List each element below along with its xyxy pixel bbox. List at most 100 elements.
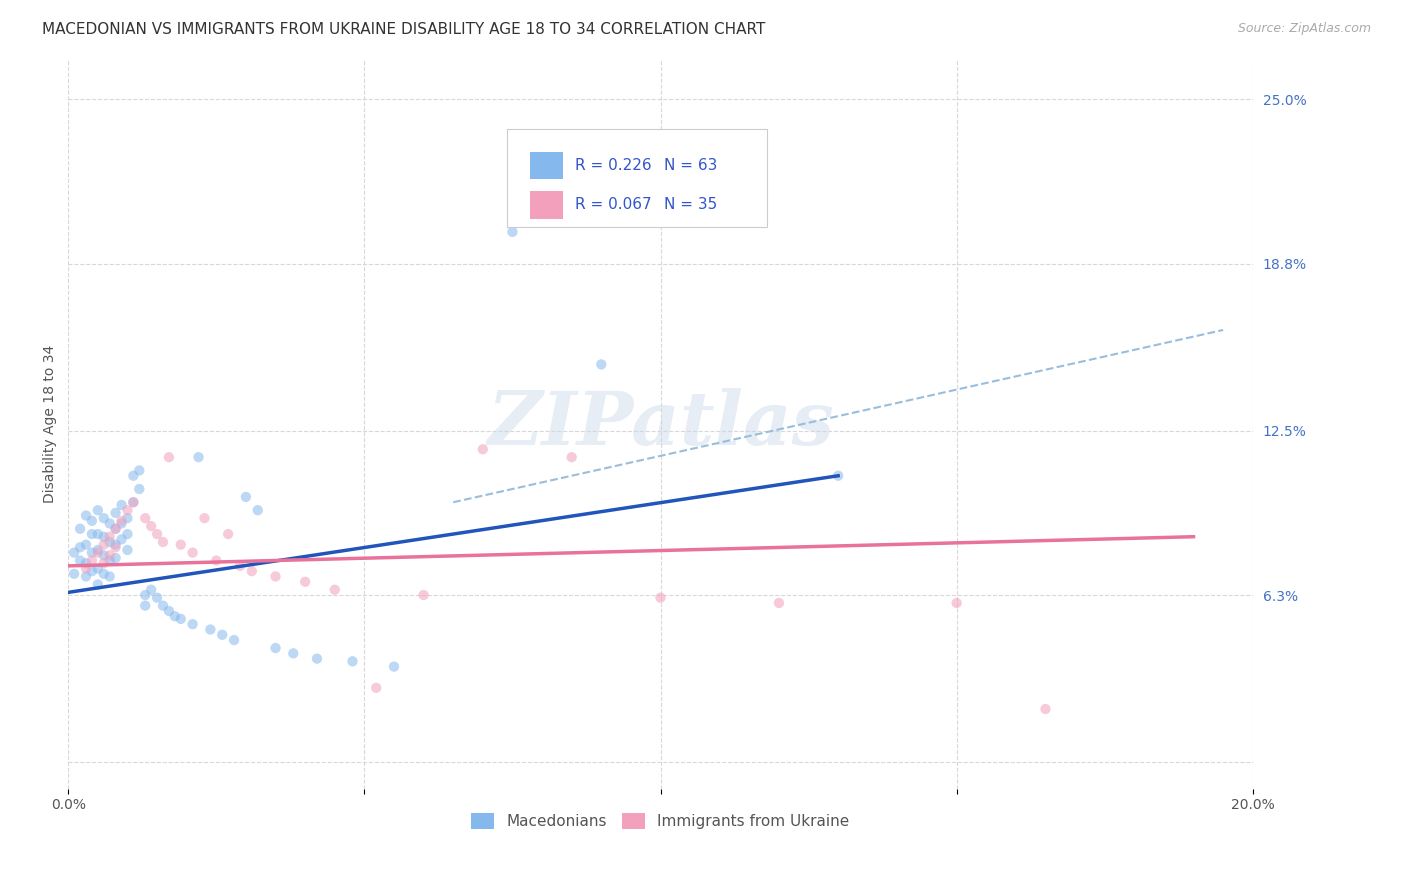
Point bbox=[93, 530, 115, 544]
Text: MACEDONIAN VS IMMIGRANTS FROM UKRAINE DISABILITY AGE 18 TO 34 CORRELATION CHART: MACEDONIAN VS IMMIGRANTS FROM UKRAINE DI… bbox=[42, 22, 765, 37]
Point bbox=[264, 569, 287, 583]
Point bbox=[87, 577, 110, 591]
Point bbox=[75, 508, 97, 523]
Point bbox=[69, 541, 91, 555]
Point bbox=[146, 527, 169, 541]
Point bbox=[181, 546, 204, 560]
Text: Source: ZipAtlas.com: Source: ZipAtlas.com bbox=[1237, 22, 1371, 36]
Point bbox=[342, 654, 364, 668]
Y-axis label: Disability Age 18 to 34: Disability Age 18 to 34 bbox=[44, 345, 58, 503]
Point bbox=[87, 543, 110, 558]
Point bbox=[141, 582, 163, 597]
Point bbox=[134, 588, 156, 602]
Point bbox=[283, 646, 305, 660]
Point bbox=[827, 468, 849, 483]
Point bbox=[69, 522, 91, 536]
Point bbox=[80, 527, 103, 541]
Point bbox=[80, 514, 103, 528]
Point bbox=[650, 591, 672, 605]
Point bbox=[87, 527, 110, 541]
Point bbox=[98, 569, 121, 583]
Point bbox=[264, 641, 287, 656]
Point bbox=[75, 561, 97, 575]
Point bbox=[945, 596, 967, 610]
Point bbox=[240, 564, 263, 578]
Point bbox=[98, 553, 121, 567]
Point bbox=[93, 511, 115, 525]
Point bbox=[170, 538, 193, 552]
Point bbox=[246, 503, 269, 517]
Point bbox=[104, 550, 127, 565]
Point bbox=[323, 582, 346, 597]
Point bbox=[104, 538, 127, 552]
Point bbox=[471, 442, 494, 457]
Point bbox=[93, 538, 115, 552]
Point bbox=[134, 511, 156, 525]
Point bbox=[75, 556, 97, 570]
Point bbox=[205, 553, 228, 567]
Point bbox=[1035, 702, 1057, 716]
Point bbox=[87, 546, 110, 560]
Point bbox=[768, 596, 790, 610]
Point bbox=[117, 543, 139, 558]
Point bbox=[152, 535, 174, 549]
Point bbox=[87, 561, 110, 575]
Text: ZIPatlas: ZIPatlas bbox=[486, 388, 834, 460]
Point bbox=[98, 530, 121, 544]
Point bbox=[561, 450, 583, 465]
Text: N = 63: N = 63 bbox=[664, 158, 717, 173]
Point bbox=[93, 556, 115, 570]
Point bbox=[80, 553, 103, 567]
Point bbox=[163, 609, 186, 624]
Point bbox=[382, 659, 405, 673]
Point bbox=[122, 495, 145, 509]
Point bbox=[93, 548, 115, 562]
Text: R = 0.067: R = 0.067 bbox=[575, 197, 652, 212]
Point bbox=[217, 527, 239, 541]
Point bbox=[98, 535, 121, 549]
Point bbox=[294, 574, 316, 589]
Point bbox=[110, 533, 132, 547]
Point bbox=[591, 358, 613, 372]
Point bbox=[229, 558, 252, 573]
Point bbox=[128, 463, 150, 477]
Point bbox=[63, 566, 86, 581]
Point bbox=[211, 628, 233, 642]
Point bbox=[222, 633, 245, 648]
Point bbox=[104, 522, 127, 536]
Point bbox=[141, 519, 163, 533]
Point bbox=[80, 546, 103, 560]
Point bbox=[98, 548, 121, 562]
Point bbox=[93, 566, 115, 581]
Point bbox=[104, 541, 127, 555]
Point bbox=[134, 599, 156, 613]
Point bbox=[181, 617, 204, 632]
Point bbox=[63, 546, 86, 560]
Point bbox=[104, 522, 127, 536]
Point bbox=[501, 225, 523, 239]
Point bbox=[117, 503, 139, 517]
Point bbox=[170, 612, 193, 626]
Point bbox=[98, 516, 121, 531]
Point bbox=[87, 503, 110, 517]
Point bbox=[193, 511, 215, 525]
Point bbox=[200, 623, 222, 637]
Bar bbox=[530, 191, 564, 219]
Point bbox=[128, 482, 150, 496]
Point bbox=[366, 681, 388, 695]
Point bbox=[157, 604, 180, 618]
Bar bbox=[530, 152, 564, 179]
Point bbox=[152, 599, 174, 613]
Point bbox=[75, 569, 97, 583]
Point bbox=[187, 450, 209, 465]
Point bbox=[80, 564, 103, 578]
Point bbox=[305, 651, 328, 665]
Point bbox=[235, 490, 257, 504]
Point bbox=[110, 498, 132, 512]
Point bbox=[75, 538, 97, 552]
Point bbox=[122, 468, 145, 483]
Point bbox=[117, 511, 139, 525]
Point bbox=[146, 591, 169, 605]
FancyBboxPatch shape bbox=[506, 128, 768, 227]
Legend: Macedonians, Immigrants from Ukraine: Macedonians, Immigrants from Ukraine bbox=[465, 807, 856, 836]
